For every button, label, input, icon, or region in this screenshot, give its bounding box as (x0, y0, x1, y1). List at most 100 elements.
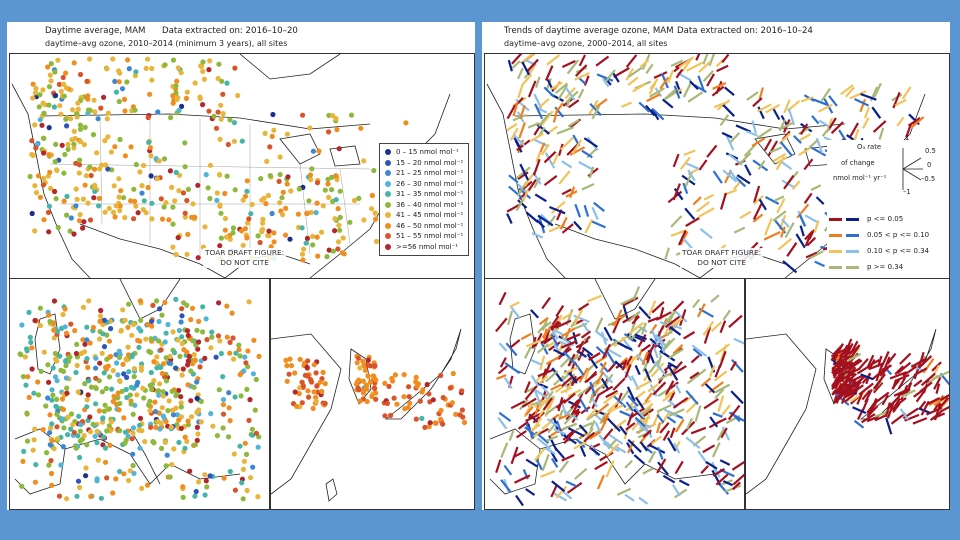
station-dot (93, 365, 99, 371)
trend-arrow (498, 342, 508, 352)
trend-arrow (853, 419, 865, 429)
station-dot (288, 188, 294, 194)
trend-arrow (647, 300, 657, 317)
trend-arrow (899, 352, 912, 365)
trend-arrow (583, 431, 596, 443)
station-dot (31, 390, 37, 396)
station-dot (185, 186, 191, 192)
station-dot (402, 406, 408, 412)
station-dot (226, 405, 232, 411)
station-dot (176, 188, 182, 194)
station-dot (73, 350, 79, 357)
trend-arrow (561, 489, 573, 500)
station-dot (211, 113, 217, 119)
station-dot (240, 496, 246, 502)
trend-arrow (703, 326, 712, 344)
station-dot (47, 169, 53, 175)
trend-arrow (583, 137, 598, 148)
trend-arrow (698, 159, 708, 171)
trend-arrow (549, 413, 560, 422)
trend-arrow (613, 335, 628, 348)
station-dot (64, 123, 70, 129)
station-dot (266, 233, 272, 239)
station-dot (116, 176, 122, 182)
station-dot (314, 383, 320, 389)
station-dot (119, 388, 125, 394)
station-dot (54, 436, 61, 442)
trend-arrow (885, 417, 893, 435)
station-dot (101, 344, 108, 350)
trend-arrow (650, 362, 665, 378)
trend-subtitle: daytime–avg ozone, 2000–2014, all sites (504, 39, 668, 48)
station-dot (239, 480, 245, 486)
trend-legend-label: 0.05 < p <= 0.10 (867, 231, 930, 239)
station-dot (92, 109, 98, 115)
station-dot (105, 166, 111, 172)
station-dot (256, 353, 262, 359)
station-dot (216, 387, 222, 393)
trend-arrow (624, 363, 632, 379)
trend-arrow (552, 107, 559, 123)
station-dot (372, 363, 378, 369)
station-dot (330, 113, 336, 119)
china-coast (271, 333, 342, 495)
trend-arrow (736, 174, 751, 185)
station-dot (58, 462, 64, 468)
negative-swatch (846, 233, 859, 237)
trend-arrow (821, 127, 831, 137)
trend-arrow (675, 81, 682, 94)
legend-label: 36 – 40 nmol mol⁻¹ (396, 200, 464, 209)
station-dot (74, 111, 80, 117)
station-dot (195, 182, 201, 188)
trend-arrow (656, 458, 667, 474)
trend-legend-item: 0.10 < p <= 0.34 (829, 247, 929, 255)
station-dot (121, 415, 127, 421)
station-dot (162, 299, 168, 306)
station-dot (173, 83, 179, 89)
station-dot (174, 78, 180, 84)
trend-arrow (534, 447, 546, 461)
trend-arrow (800, 96, 814, 103)
trend-arrow (721, 426, 731, 441)
trend-arrow (621, 359, 628, 371)
trend-arrow (546, 54, 561, 66)
station-dot (92, 188, 98, 194)
station-dot (209, 334, 215, 340)
trend-arrow (517, 83, 524, 99)
station-dot (50, 392, 56, 398)
trend-arrow (573, 440, 588, 450)
station-dot (77, 157, 83, 163)
trend-arrow (662, 98, 674, 109)
station-dot (156, 318, 162, 325)
trend-arrow (713, 101, 726, 109)
negative-swatch (846, 217, 859, 221)
station-dot (130, 425, 137, 431)
station-dot (153, 424, 159, 430)
trend-arrow (515, 494, 524, 507)
station-dot (413, 379, 419, 385)
trend-arrow (602, 428, 614, 441)
station-dot (85, 107, 92, 113)
station-dot (98, 105, 104, 111)
station-dot (166, 360, 172, 366)
trend-arrow (564, 327, 572, 339)
station-dot (101, 94, 107, 100)
station-dot (167, 474, 173, 480)
trend-arrow (840, 84, 854, 96)
trend-arrow (686, 372, 701, 385)
legend-label: 15 – 20 nmol mol⁻¹ (396, 158, 464, 167)
trend-arrow (764, 218, 773, 236)
trend-arrow (657, 461, 669, 476)
trend-arrow (571, 139, 583, 155)
station-dot (65, 414, 71, 420)
station-dot (143, 65, 149, 71)
station-dot (76, 484, 83, 491)
station-dot (62, 306, 68, 312)
trend-arrow (938, 396, 949, 409)
trend-arrow (619, 410, 631, 417)
trend-arrow (508, 174, 519, 184)
station-dot (300, 257, 306, 263)
trend-arrow (722, 309, 732, 321)
trend-arrow (575, 322, 588, 330)
station-dot (20, 458, 26, 464)
